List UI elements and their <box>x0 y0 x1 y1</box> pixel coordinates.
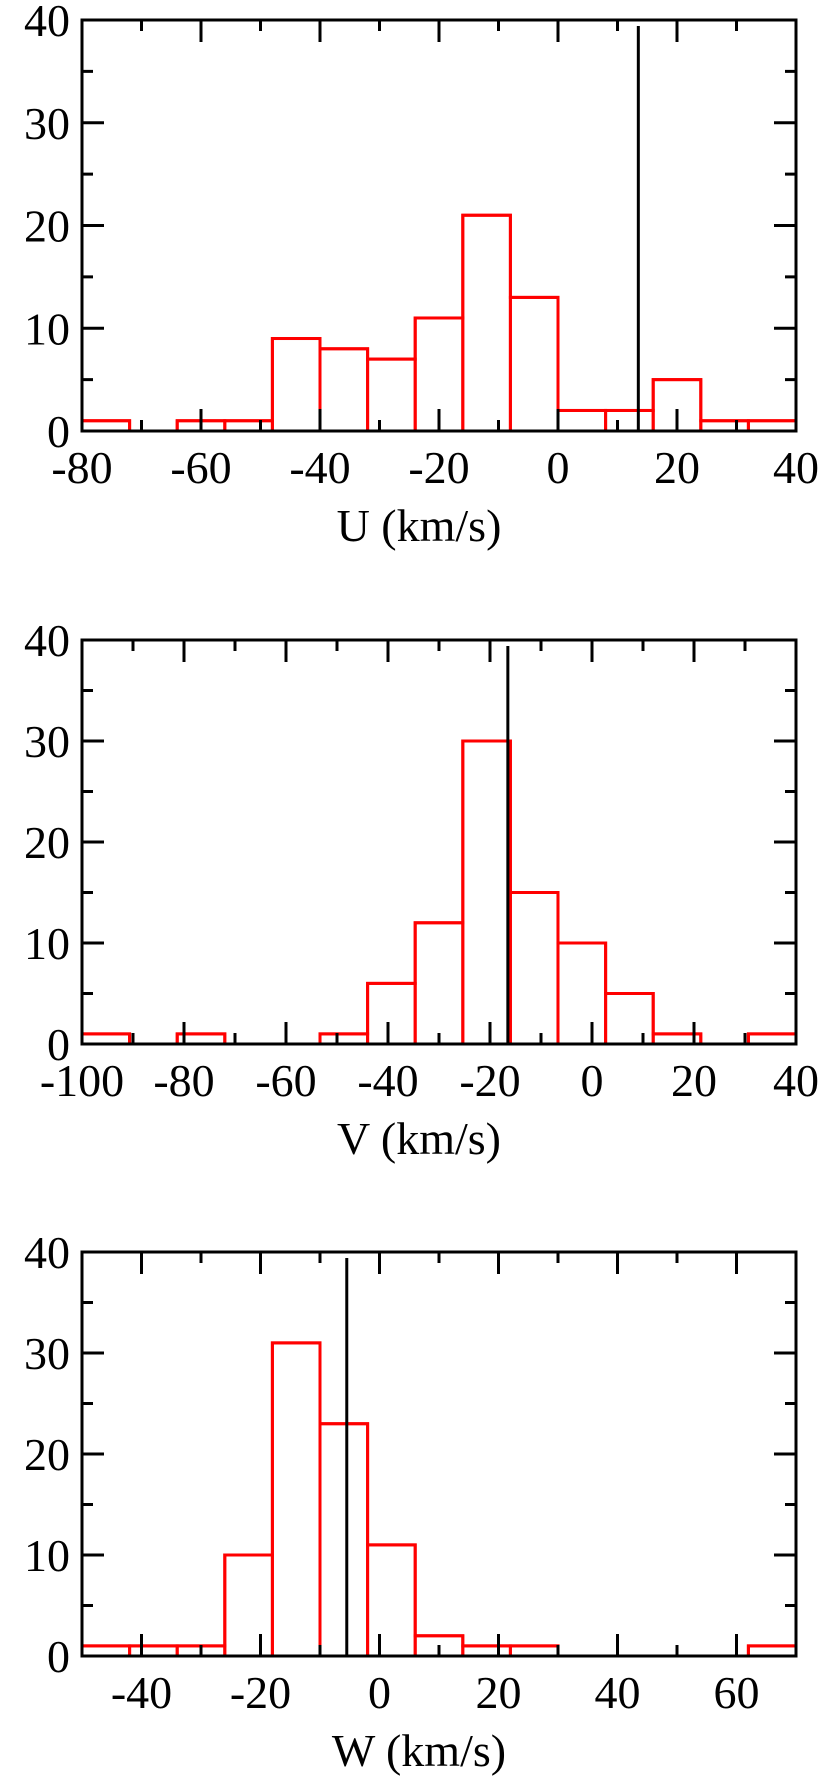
x-tick-label: 60 <box>714 1667 760 1718</box>
histogram-bar <box>461 739 512 1046</box>
histogram-bar <box>461 213 512 433</box>
histogram-bar <box>746 1644 798 1658</box>
x-tick-label: -40 <box>111 1667 172 1718</box>
histogram-bar <box>604 992 655 1046</box>
histogram-bar <box>556 408 608 433</box>
y-tick-label: 0 <box>47 406 70 457</box>
y-tick-label: 20 <box>24 817 70 868</box>
histogram-bar <box>508 1644 560 1658</box>
histogram-bar <box>461 1644 512 1658</box>
x-tick-label: -20 <box>230 1667 291 1718</box>
y-tick-label: 10 <box>24 1530 70 1581</box>
x-tick-label: 40 <box>773 442 819 493</box>
x-tick-label: 20 <box>476 1667 522 1718</box>
histogram-bar <box>699 419 750 433</box>
y-tick-label: 10 <box>24 303 70 354</box>
histogram-bar <box>80 1032 132 1046</box>
x-axis-label: V (km/s) <box>337 1113 501 1164</box>
y-tick-label: 30 <box>24 716 70 767</box>
y-tick-label: 0 <box>47 1019 70 1070</box>
y-tick-label: 40 <box>24 1227 70 1278</box>
histogram-outline <box>80 1341 798 1658</box>
x-tick-label: -20 <box>459 1055 520 1106</box>
x-tick-label: -60 <box>255 1055 316 1106</box>
x-axis-label: U (km/s) <box>337 500 502 551</box>
x-tick-label: -80 <box>153 1055 214 1106</box>
histogram-bar <box>413 921 465 1046</box>
x-axis-label: W (km/s) <box>332 1725 506 1776</box>
x-tick-label: 20 <box>671 1055 717 1106</box>
x-tick-label: 40 <box>773 1055 819 1106</box>
y-tick-label: 10 <box>24 918 70 969</box>
histogram-bar <box>508 891 560 1046</box>
histogram-bar <box>80 1644 132 1658</box>
x-tick-label: 40 <box>595 1667 641 1718</box>
histogram-bar <box>556 941 608 1046</box>
x-tick-label: -40 <box>357 1055 418 1106</box>
histogram-bar <box>366 1543 417 1658</box>
x-tick-label: -80 <box>51 442 112 493</box>
plot-frame <box>80 1250 798 1658</box>
histogram-bar <box>270 1341 322 1658</box>
panel-u: -80 -60 -40 -20 0 20 40 0 10 20 30 40 U (km/s) <box>24 0 819 551</box>
histogram-bar <box>366 357 417 433</box>
panel-v: -100 -80 -60 -40 -20 0 20 40 0 10 20 30 40 V (km/s) <box>24 615 819 1164</box>
histogram-outline <box>80 739 798 1046</box>
histogram-bar <box>270 337 322 433</box>
y-tick-label: 30 <box>24 98 70 149</box>
x-tick-label: 0 <box>368 1667 391 1718</box>
x-tick-label: -40 <box>289 442 350 493</box>
histogram-bar <box>318 1032 370 1046</box>
plot-frame <box>80 638 798 1046</box>
x-tick-label: -60 <box>170 442 231 493</box>
histogram-bar <box>128 1644 179 1658</box>
histogram-outline <box>80 213 798 433</box>
x-tick-label: -100 <box>40 1055 124 1106</box>
x-tick-label: 0 <box>547 442 570 493</box>
plot-frame <box>80 18 798 433</box>
y-tick-label: 0 <box>47 1631 70 1682</box>
histogram-bar <box>604 408 655 433</box>
histogram-bar <box>223 419 274 433</box>
y-tick-label: 40 <box>24 615 70 666</box>
histogram-bar <box>508 295 560 433</box>
x-tick-label: 20 <box>654 442 700 493</box>
histogram-bar <box>318 1422 370 1658</box>
histogram-bar <box>746 1032 798 1046</box>
x-tick-label: -20 <box>408 442 469 493</box>
y-tick-label: 20 <box>24 201 70 252</box>
histogram-bar <box>746 419 798 433</box>
y-tick-label: 20 <box>24 1429 70 1480</box>
histogram-bar <box>318 347 370 433</box>
histogram-bar <box>80 419 132 433</box>
y-tick-label: 30 <box>24 1328 70 1379</box>
y-tick-label: 40 <box>24 0 70 46</box>
histogram-bar <box>366 981 417 1046</box>
panel-w: -40 -20 0 20 40 60 0 10 20 30 40 W (km/s) <box>24 1227 798 1776</box>
histogram-bar <box>223 1553 274 1658</box>
x-tick-label: 0 <box>581 1055 604 1106</box>
